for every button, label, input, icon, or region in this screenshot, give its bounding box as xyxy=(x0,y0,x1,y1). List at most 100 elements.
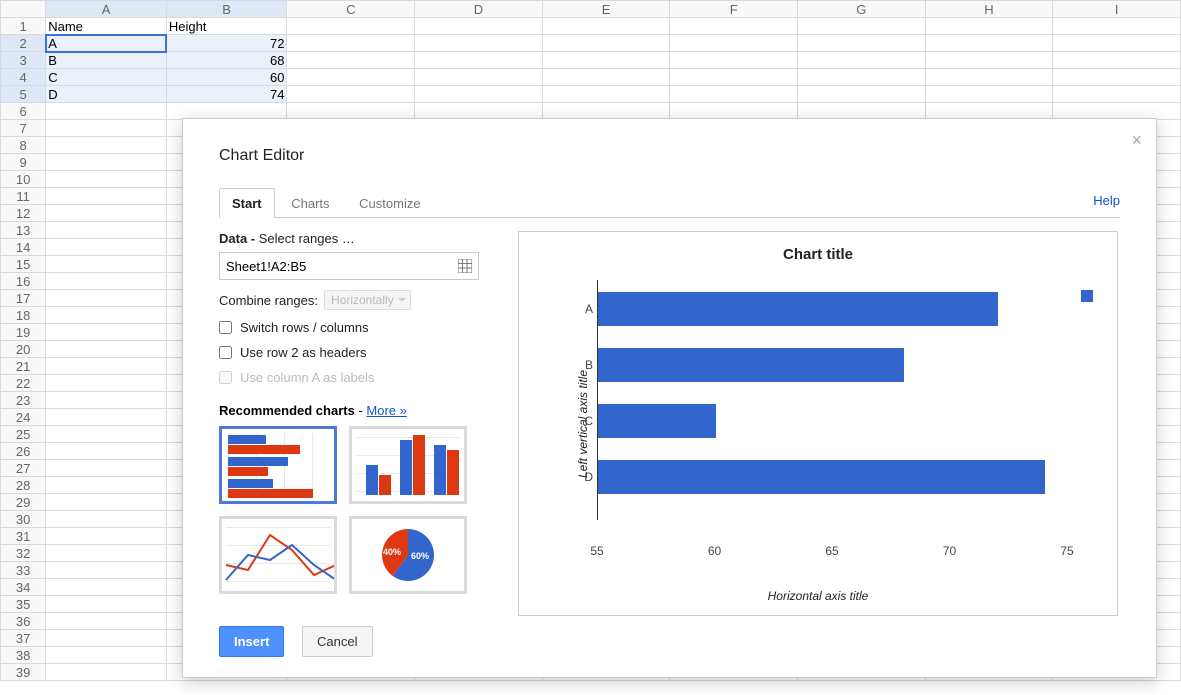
col-header-C[interactable]: C xyxy=(287,1,415,18)
cell[interactable]: 60 xyxy=(166,69,287,86)
row-header[interactable]: 34 xyxy=(1,579,46,596)
cell[interactable] xyxy=(415,35,543,52)
cell[interactable] xyxy=(287,52,415,69)
cell[interactable]: Name xyxy=(46,18,167,35)
cell[interactable] xyxy=(46,562,167,579)
thumb-pie[interactable]: 60%40% xyxy=(349,516,467,594)
cell[interactable] xyxy=(46,307,167,324)
cell[interactable] xyxy=(670,103,798,120)
cell[interactable] xyxy=(166,103,287,120)
row-header[interactable]: 5 xyxy=(1,86,46,103)
help-link[interactable]: Help xyxy=(1093,193,1120,208)
cell[interactable] xyxy=(46,358,167,375)
cell[interactable] xyxy=(670,52,798,69)
cell[interactable] xyxy=(46,256,167,273)
cell[interactable] xyxy=(798,35,926,52)
cell[interactable] xyxy=(415,18,543,35)
cell[interactable] xyxy=(925,69,1053,86)
cell[interactable] xyxy=(46,579,167,596)
col-header-F[interactable]: F xyxy=(670,1,798,18)
cell[interactable] xyxy=(542,18,670,35)
row-header[interactable]: 6 xyxy=(1,103,46,120)
row-header[interactable]: 30 xyxy=(1,511,46,528)
cell[interactable] xyxy=(46,273,167,290)
tab-charts[interactable]: Charts xyxy=(278,188,342,218)
row-header[interactable]: 1 xyxy=(1,18,46,35)
cell[interactable] xyxy=(925,18,1053,35)
cell[interactable]: B xyxy=(46,52,167,69)
thumb-vbar[interactable] xyxy=(349,426,467,504)
cell[interactable] xyxy=(46,171,167,188)
cell[interactable] xyxy=(670,18,798,35)
cell[interactable]: D xyxy=(46,86,167,103)
row-header[interactable]: 27 xyxy=(1,460,46,477)
row-header[interactable]: 25 xyxy=(1,426,46,443)
cell[interactable] xyxy=(46,409,167,426)
col-header-H[interactable]: H xyxy=(925,1,1053,18)
row-header[interactable]: 4 xyxy=(1,69,46,86)
cell[interactable] xyxy=(542,35,670,52)
cell[interactable] xyxy=(542,86,670,103)
cell[interactable] xyxy=(287,103,415,120)
cell[interactable] xyxy=(415,52,543,69)
tab-customize[interactable]: Customize xyxy=(346,188,433,218)
row-header[interactable]: 24 xyxy=(1,409,46,426)
cell[interactable] xyxy=(542,52,670,69)
cell[interactable]: 68 xyxy=(166,52,287,69)
cell[interactable] xyxy=(670,86,798,103)
col-header-I[interactable]: I xyxy=(1053,1,1181,18)
cell[interactable]: 74 xyxy=(166,86,287,103)
row-header[interactable]: 21 xyxy=(1,358,46,375)
row-header[interactable]: 7 xyxy=(1,120,46,137)
row-header[interactable]: 14 xyxy=(1,239,46,256)
row-header[interactable]: 39 xyxy=(1,664,46,681)
row-header[interactable]: 19 xyxy=(1,324,46,341)
cell[interactable] xyxy=(925,86,1053,103)
cell[interactable] xyxy=(798,69,926,86)
cell[interactable] xyxy=(46,460,167,477)
row-header[interactable]: 33 xyxy=(1,562,46,579)
cell[interactable] xyxy=(46,477,167,494)
tab-start[interactable]: Start xyxy=(219,188,275,218)
cell[interactable] xyxy=(415,69,543,86)
row-header[interactable]: 36 xyxy=(1,613,46,630)
cell[interactable] xyxy=(46,324,167,341)
cell[interactable] xyxy=(46,630,167,647)
col-header-D[interactable]: D xyxy=(415,1,543,18)
cell[interactable] xyxy=(798,86,926,103)
cell[interactable] xyxy=(415,86,543,103)
col-header-A[interactable]: A xyxy=(46,1,167,18)
range-input[interactable]: Sheet1!A2:B5 xyxy=(219,252,479,280)
cell[interactable] xyxy=(46,239,167,256)
row-header[interactable]: 3 xyxy=(1,52,46,69)
grid-select-icon[interactable] xyxy=(458,259,472,273)
row-header[interactable]: 13 xyxy=(1,222,46,239)
cell[interactable]: C xyxy=(46,69,167,86)
row-header[interactable]: 8 xyxy=(1,137,46,154)
row-header[interactable]: 32 xyxy=(1,545,46,562)
cell[interactable] xyxy=(798,52,926,69)
cell[interactable] xyxy=(1053,18,1181,35)
cell[interactable] xyxy=(542,69,670,86)
cell[interactable] xyxy=(46,392,167,409)
cell[interactable] xyxy=(46,188,167,205)
use-row2-checkbox[interactable]: Use row 2 as headers xyxy=(219,345,479,360)
cell[interactable] xyxy=(46,443,167,460)
thumb-hbar[interactable] xyxy=(219,426,337,504)
row-header[interactable]: 26 xyxy=(1,443,46,460)
combine-dropdown[interactable]: Horizontally xyxy=(324,290,411,310)
row-header[interactable]: 2 xyxy=(1,35,46,52)
more-link[interactable]: More » xyxy=(366,403,406,418)
col-header-G[interactable]: G xyxy=(798,1,926,18)
row-header[interactable]: 20 xyxy=(1,341,46,358)
cell[interactable] xyxy=(1053,69,1181,86)
corner-cell[interactable] xyxy=(1,1,46,18)
cell[interactable] xyxy=(46,205,167,222)
cell[interactable] xyxy=(46,120,167,137)
cell[interactable] xyxy=(46,494,167,511)
cell[interactable] xyxy=(46,137,167,154)
switch-rows-checkbox[interactable]: Switch rows / columns xyxy=(219,320,479,335)
cell[interactable] xyxy=(287,18,415,35)
cell[interactable] xyxy=(46,528,167,545)
row-header[interactable]: 9 xyxy=(1,154,46,171)
